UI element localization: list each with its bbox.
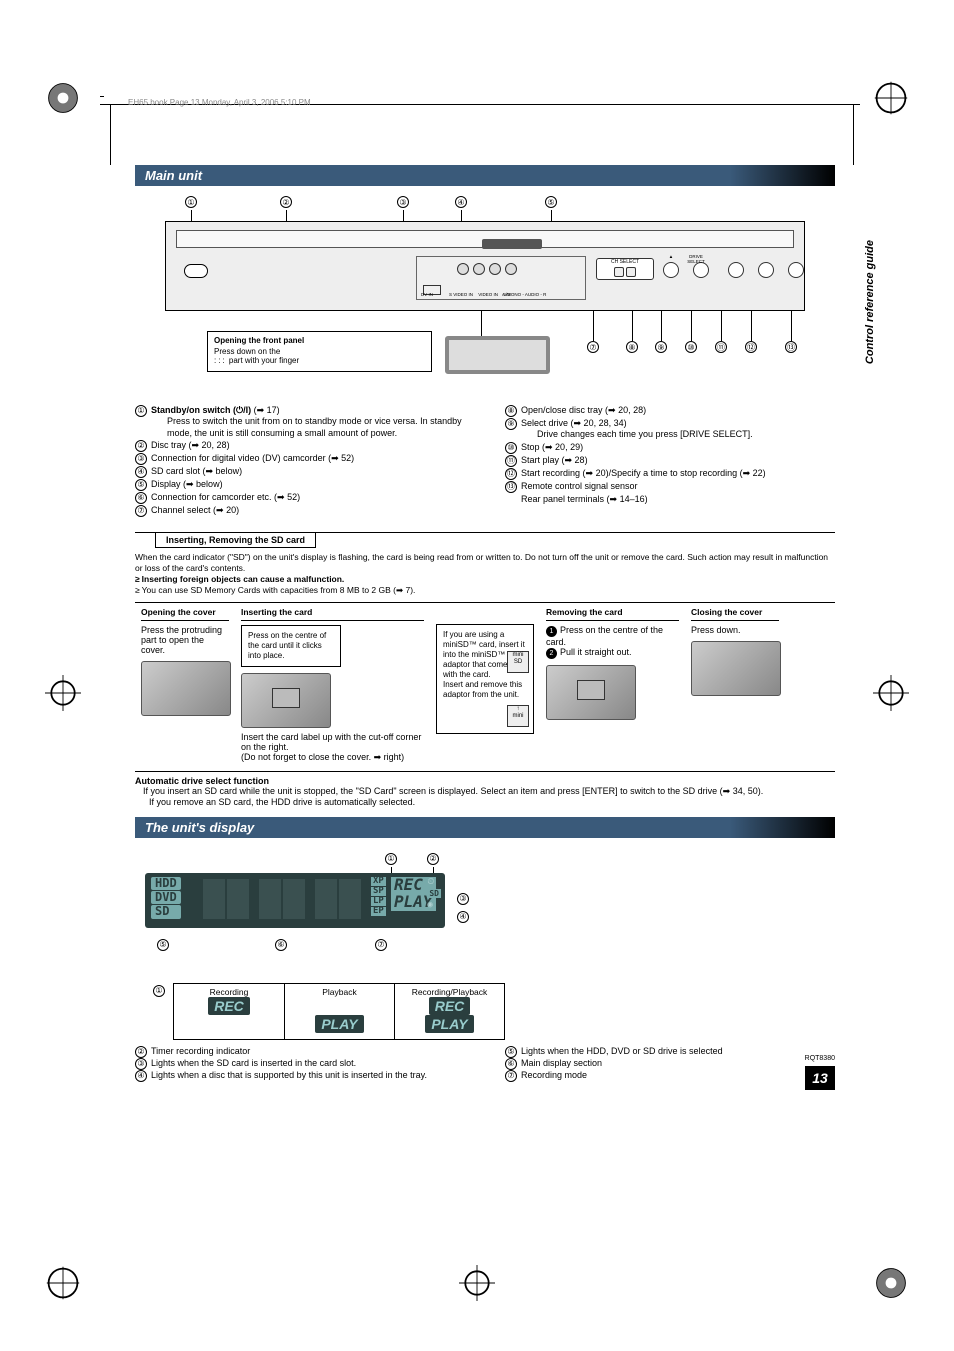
callout-8: ⑧ (626, 341, 638, 353)
callout-1: ① (185, 196, 197, 208)
spec-item: ①Standby/on switch (⏻/I) (➡ 17)Press to … (135, 405, 465, 439)
sd-section: Inserting, Removing the SD card When the… (135, 532, 835, 807)
crop-line (110, 105, 111, 165)
callout-11: ⑪ (715, 341, 727, 353)
sd-instructions-table: Opening the cover Press the protruding p… (135, 602, 835, 772)
unit-display-panel: HDD DVD SD XP SP LP EP REC PLAY (145, 873, 445, 928)
spec-item: Rear panel terminals (➡ 14–16) (505, 494, 835, 505)
section-main-unit: Main unit (135, 165, 835, 186)
minisd-adaptor-icon: ↑mini (507, 705, 529, 727)
model-code: RQT8380 (805, 1055, 835, 1062)
spec-item: ⑦Recording mode (505, 1070, 835, 1082)
right-indicators: ⏲ SD ◉ (427, 877, 441, 912)
display-diagram: ① ② ③ ④ ⑤ ⑥ ⑦ HDD DVD SD XP SP (145, 853, 465, 963)
btn-rec (788, 262, 804, 278)
av3-jacks (457, 263, 517, 275)
spec-item: ⑧Open/close disc tray (➡ 20, 28) (505, 405, 835, 417)
col-opening: Opening the cover Press the protruding p… (135, 603, 235, 771)
drive-indicators: HDD DVD SD (151, 877, 181, 920)
dv-label: DV IN (421, 292, 433, 297)
print-mark-tl (45, 80, 81, 116)
sd-section-title: Inserting, Removing the SD card (155, 533, 316, 548)
spec-item: ③Connection for digital video (DV) camco… (135, 453, 465, 465)
spec-item: ③Lights when the SD card is inserted in … (135, 1058, 465, 1070)
channel-control: CH SELECT (596, 258, 654, 280)
recording-modes: XP SP LP EP (371, 877, 386, 917)
front-panel-area: DV IN S VIDEO IN VIDEO IN L/MONO - AUDIO… (416, 256, 586, 300)
print-mark-ml (45, 675, 81, 711)
disc-tray (176, 230, 794, 248)
section-display: The unit's display (135, 817, 835, 838)
jack-labels: S VIDEO IN VIDEO IN L/MONO - AUDIO - R (449, 292, 546, 297)
callout-2: ② (280, 196, 292, 208)
callout-7: ⑦ (587, 341, 599, 353)
close-cover-illustration (691, 641, 781, 696)
btn-play (758, 262, 774, 278)
front-panel-illustration (445, 336, 550, 374)
col-closing: Closing the cover Press down. (685, 603, 785, 771)
print-mark-mr (873, 675, 909, 711)
sd-slot (482, 239, 542, 249)
power-switch (184, 264, 208, 278)
callout-10: ⑩ (685, 341, 697, 353)
callout-9: ⑨ (655, 341, 667, 353)
spec-item: ②Timer recording indicator (135, 1046, 465, 1058)
callout-5: ⑤ (545, 196, 557, 208)
spec-item: ⑨Select drive (➡ 20, 28, 34)Drive change… (505, 418, 835, 441)
page-number: 13 (805, 1066, 835, 1090)
spec-item: ⑫Start recording (➡ 20)/Specify a time t… (505, 468, 835, 480)
btn-stop (728, 262, 744, 278)
callout-3: ③ (397, 196, 409, 208)
crop-line (853, 105, 854, 165)
side-tab-title: Control reference guide (864, 240, 876, 364)
unit-body: DV IN S VIDEO IN VIDEO IN L/MONO - AUDIO… (165, 221, 805, 311)
spec-item: ⑥Main display section (505, 1058, 835, 1070)
print-mark-br (873, 1265, 909, 1301)
display-section: The unit's display ① ② ③ ④ ⑤ ⑥ ⑦ HDD DVD… (135, 817, 835, 1082)
pb-recplay: Recording/Playback REC PLAY (394, 984, 504, 1039)
rec-play-indicator-table: ① Recording REC Playback PLAY Recording/… (153, 983, 835, 1040)
print-mark-tr (873, 80, 909, 116)
btn-open (663, 262, 679, 278)
callout-12: ⑫ (745, 341, 757, 353)
front-panel-instruction: Opening the front panel Press down on th… (207, 331, 432, 372)
spec-item: ⑩Stop (➡ 20, 29) (505, 442, 835, 454)
pb-playback: Playback PLAY (284, 984, 394, 1039)
col-minisd: If you are using a miniSD™ card, insert … (430, 603, 540, 771)
spec-item: ⑪Start play (➡ 28) (505, 455, 835, 467)
callout-13: ⑬ (785, 341, 797, 353)
print-mark-bc (459, 1265, 495, 1301)
minisd-icon: miniSD (507, 651, 529, 673)
page-content: Main unit ① ② ③ ④ ⑤ ⑥ ⑦ ⑧ ⑨ ⑩ ⑪ ⑫ ⑬ (135, 165, 835, 1082)
file-path: EH65.book Page 13 Monday, April 3, 2006 … (128, 98, 311, 107)
btn-drive (693, 262, 709, 278)
display-spec-list: ②Timer recording indicator③Lights when t… (135, 1046, 835, 1082)
spec-item: ④Lights when a disc that is supported by… (135, 1070, 465, 1082)
insert-card-illustration (241, 673, 331, 728)
crop-line (100, 96, 104, 97)
sd-description: When the card indicator ("SD") on the un… (135, 552, 835, 596)
print-mark-bl (45, 1265, 81, 1301)
auto-drive-note: Automatic drive select function If you i… (135, 776, 835, 807)
spec-item: ⑤Lights when the HDD, DVD or SD drive is… (505, 1046, 835, 1058)
spec-item: ⑦Channel select (➡ 20) (135, 505, 465, 517)
main-display-digits (203, 879, 361, 919)
spec-item: ④SD card slot (➡ below) (135, 466, 465, 478)
pb-recording: Recording REC (174, 984, 284, 1039)
col-removing: Removing the card 1Press on the centre o… (540, 603, 685, 771)
main-unit-diagram: ① ② ③ ④ ⑤ ⑥ ⑦ ⑧ ⑨ ⑩ ⑪ ⑫ ⑬ (145, 196, 825, 381)
remove-card-illustration (546, 665, 636, 720)
col-inserting: Inserting the card Press on the centre o… (235, 603, 430, 771)
callout-4: ④ (455, 196, 467, 208)
spec-item: ⑥Connection for camcorder etc. (➡ 52) (135, 492, 465, 504)
open-cover-illustration (141, 661, 231, 716)
spec-item: ⑤Display (➡ below) (135, 479, 465, 491)
spec-item: ⑬Remote control signal sensor (505, 481, 835, 493)
spec-item: ②Disc tray (➡ 20, 28) (135, 440, 465, 452)
main-unit-spec-list: ①Standby/on switch (⏻/I) (➡ 17)Press to … (135, 405, 835, 518)
